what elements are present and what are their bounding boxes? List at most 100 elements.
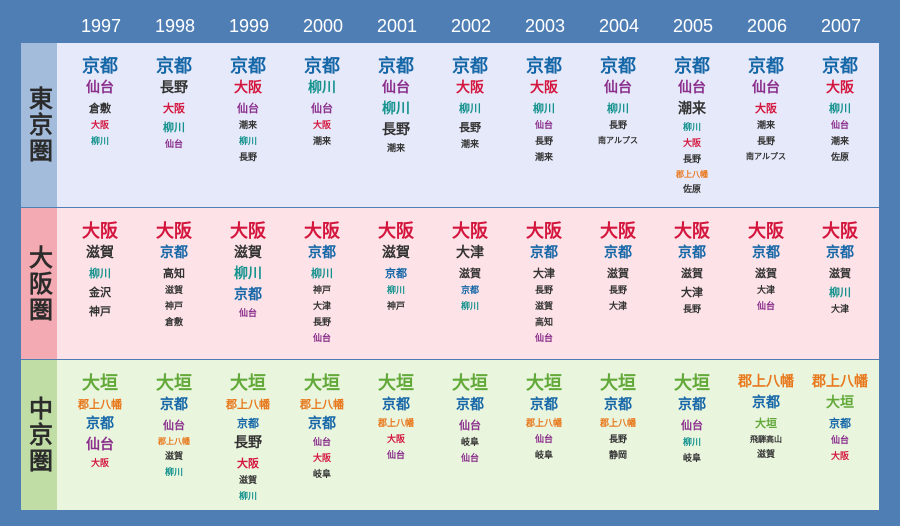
destination-entry: 京都 [530,245,558,261]
destination-entry: 郡上八幡 [377,419,414,429]
destination-entry: 長野 [234,435,262,451]
destination-entry: 滋賀 [164,286,183,296]
destination-entry: 大阪 [748,221,784,242]
destination-entry: 京都 [604,397,632,413]
region-label: 東京圏 [21,43,57,207]
destination-entry: 大阪 [452,221,488,242]
destination-entry: 仙台 [604,80,632,96]
destination-entry: 大阪 [90,121,109,131]
destination-entry: 京都 [826,245,854,261]
destination-entry: 郡上八幡 [812,374,868,390]
destination-entry: 金沢 [89,286,111,299]
destination-entry: 仙台 [164,140,183,150]
destination-entry: 飛騨高山 [750,435,782,444]
destination-entry: 仙台 [238,309,257,319]
destination-entry: 郡上八幡 [676,170,708,179]
destination-entry: 滋賀 [829,267,851,280]
destination-entry: 大津 [830,305,849,315]
destination-entry: 仙台 [237,102,259,115]
destination-entry: 柳川 [386,286,405,296]
destination-entry: 長野 [534,286,553,296]
destination-entry: 大阪 [755,102,777,115]
destination-entry: 滋賀 [86,245,114,261]
destination-entry: 大阪 [156,221,192,242]
destination-entry: 仙台 [460,454,479,464]
destination-entry: 大垣 [826,395,854,411]
destination-entry: 京都 [160,245,188,261]
year-column: 大阪 滋賀 京都 柳川 神戸 [359,208,433,359]
destination-entry: 滋賀 [755,267,777,280]
destination-entry: 京都 [237,417,259,430]
destination-entry: 仙台 [86,437,114,453]
destination-entry: 大津 [533,267,555,280]
year-column: 京都 仙台 潮来 柳川 大阪 長野 郡上八幡 佐原 [655,43,729,207]
destination-entry: 大阪 [90,459,109,469]
destination-entry: 長野 [756,137,775,147]
destination-entry: 大阪 [456,80,484,96]
destination-entry: 仙台 [830,436,849,446]
destination-entry: 潮来 [534,153,553,163]
destination-entry: 滋賀 [382,245,410,261]
destination-entry: 京都 [752,245,780,261]
destination-entry: 大垣 [82,373,118,394]
year-column: 京都 仙台 柳川 長野 南アルプス [581,43,655,207]
destination-entry: 京都 [385,267,407,280]
destination-entry: 大阪 [822,221,858,242]
destination-entry: 大垣 [526,373,562,394]
year-column: 大垣 京都 仙台 柳川 岐阜 [655,360,729,510]
region-label: 中京圏 [21,360,57,510]
destination-entry: 長野 [459,121,481,134]
year-column: 京都 仙台 大阪 潮来 長野 南アルプス [729,43,803,207]
destination-entry: 潮来 [312,137,331,147]
destination-entry: 大阪 [826,80,854,96]
year-column: 大垣 郡上八幡 京都 仙台 大阪 [63,360,137,510]
destination-entry: 南アルプス [746,152,786,161]
destination-entry: 高知 [163,267,185,280]
destination-entry: 京都 [526,56,562,77]
destination-entry: 岐阜 [682,454,701,464]
destination-entry: 潮来 [460,140,479,150]
destination-entry: 仙台 [382,80,410,96]
year-label: 1999 [228,16,270,36]
destination-entry: 郡上八幡 [78,398,122,411]
destination-entry: 大阪 [163,102,185,115]
destination-entry: 大垣 [674,373,710,394]
year-column: 大阪 滋賀 柳川 京都 仙台 [211,208,285,359]
destination-entry: 柳川 [90,137,109,147]
destination-entry: 京都 [230,56,266,77]
destination-entry: 倉敷 [89,102,111,115]
destination-entry: 仙台 [534,435,553,445]
destination-entry: 郡上八幡 [738,374,794,390]
destination-entry: 京都 [829,417,851,430]
region-tokyo: 東京圏 京都 仙台 倉敷 大阪 柳川 京都 長野 大阪 柳川 仙台 京都 大阪 仙台 潮来 柳川 長野 京都 柳川… [21,43,879,207]
destination-entry: 京都 [304,56,340,77]
year-column: 大垣 郡上八幡 京都 長野 大阪 滋賀 柳川 [211,360,285,510]
destination-entry: 大阪 [312,121,331,131]
region-label-text: 東京圏 [24,86,53,164]
year-column: 大阪 京都 滋賀 柳川 大津 [803,208,877,359]
year-column: 京都 柳川 仙台 大阪 潮来 [285,43,359,207]
year-column: 大阪 京都 滋賀 大津 仙台 [729,208,803,359]
destination-entry: 滋賀 [164,452,183,462]
destination-entry: 倉敷 [164,318,183,328]
destination-entry: 潮来 [830,137,849,147]
destination-entry: 長野 [160,80,188,96]
destination-entry: 長野 [608,286,627,296]
destination-entry: 大津 [681,286,703,299]
destination-entry: 柳川 [89,267,111,280]
destination-entry: 大垣 [452,373,488,394]
destination-entry: 郡上八幡 [300,398,344,411]
region-chubu: 中京圏 大垣 郡上八幡 京都 仙台 大阪 大垣 京都 仙台 郡上八幡 滋賀 柳川 大垣 郡上八幡 京都 長野… [21,360,879,510]
destination-entry: 仙台 [312,438,331,448]
destination-entry: 大阪 [234,80,262,96]
year-label: 2005 [672,16,714,36]
year-label: 2007 [820,16,862,36]
destination-entry: 長野 [682,305,701,315]
destination-entry: 仙台 [311,102,333,115]
destination-entry: 大垣 [156,373,192,394]
destination-entry: 京都 [234,287,262,303]
destination-entry: 長野 [534,137,553,147]
destination-entry: 神戸 [89,305,111,318]
destination-entry: 京都 [308,416,336,432]
destination-entry: 大津 [608,302,627,312]
